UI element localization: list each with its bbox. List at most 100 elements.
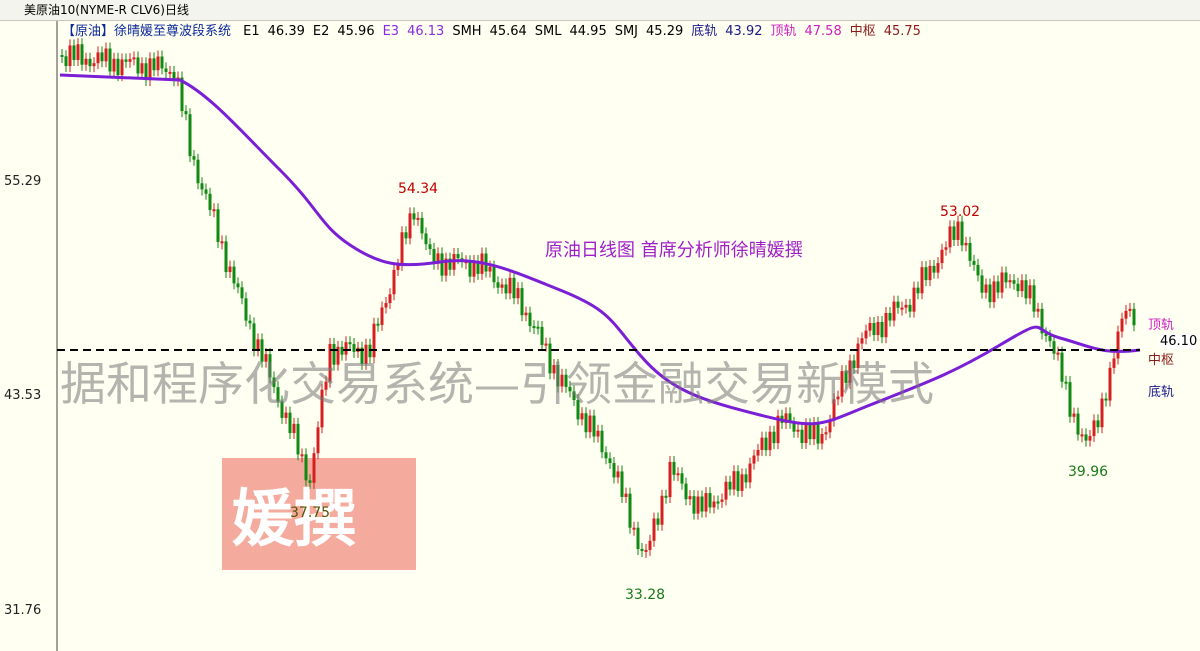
indicator-label: E3: [382, 24, 400, 39]
candle-part: [168, 71, 172, 74]
candle-part: [260, 339, 264, 362]
candle-part: [1004, 272, 1008, 283]
candle-part: [652, 518, 656, 541]
candle-part: [508, 277, 512, 294]
candle-part: [136, 57, 140, 74]
candle-part: [468, 261, 472, 277]
candle-part: [276, 387, 280, 402]
candle-part: [1112, 358, 1116, 368]
candle-part: [924, 267, 928, 281]
candle-part: [816, 422, 820, 444]
candle-part: [364, 344, 368, 364]
candle-part: [376, 323, 380, 326]
candle-part: [824, 432, 828, 435]
candle-part: [1064, 381, 1068, 384]
candle-part: [976, 264, 980, 276]
indicator-value: 44.95: [569, 24, 607, 39]
candle-part: [632, 527, 636, 530]
candle-part: [996, 281, 1000, 293]
candle-part: [704, 493, 708, 512]
candle-part: [548, 343, 552, 374]
candle-part: [596, 430, 600, 437]
candle-part: [428, 244, 432, 249]
y-tick-label: 55.29: [4, 174, 42, 189]
candle-part: [340, 346, 344, 355]
candle-part: [152, 58, 156, 71]
candle-part: [208, 193, 212, 210]
candle-part: [1020, 280, 1024, 292]
candle-part: [1016, 283, 1020, 292]
candle-part: [628, 493, 632, 528]
candle-part: [992, 281, 996, 303]
candle-part: [568, 386, 572, 392]
candle-part: [956, 221, 960, 240]
candle-part: [588, 415, 592, 433]
candle-part: [520, 288, 524, 316]
candle-part: [832, 399, 836, 421]
system-name: 【原油】徐晴媛至尊波段系统: [62, 24, 232, 39]
candle-part: [964, 242, 968, 246]
candle-part: [928, 265, 932, 281]
candle-part: [124, 59, 128, 62]
moving-average: [59, 73, 1141, 426]
candle-part: [680, 473, 684, 484]
candle-part: [100, 52, 104, 62]
candle-part: [1036, 308, 1040, 312]
candle-part: [896, 301, 900, 308]
candle-part: [556, 365, 560, 387]
candle-part: [92, 63, 96, 67]
candle-part: [788, 413, 792, 423]
candle-part: [264, 354, 268, 362]
candle-part: [328, 343, 332, 382]
candle-part: [592, 415, 596, 437]
candle-part: [76, 44, 80, 61]
candle-part: [400, 232, 404, 265]
candle-part: [888, 312, 892, 321]
indicator-label: SML: [534, 24, 562, 39]
candle-part: [272, 377, 276, 388]
candle-part: [96, 52, 100, 64]
candle-part: [360, 347, 364, 364]
candle-part: [984, 284, 988, 293]
candle-part: [960, 221, 964, 246]
candle-part: [668, 461, 672, 498]
candle-part: [1100, 398, 1104, 428]
candle-part: [768, 431, 772, 451]
indicator-label: SMH: [452, 24, 482, 39]
candle-part: [388, 294, 392, 304]
candle-part: [296, 423, 300, 455]
candle-part: [916, 287, 920, 294]
candle-part: [440, 253, 444, 276]
candle-part: [256, 339, 260, 351]
candle-part: [68, 45, 72, 66]
candle-part: [504, 284, 508, 294]
current-price: 46.10: [1160, 334, 1198, 349]
candle-part: [804, 424, 808, 443]
candle-part: [488, 266, 492, 272]
candle-part: [524, 312, 528, 316]
price-label: 53.02: [940, 204, 981, 220]
indicator-bar: 【原油】徐晴媛至尊波段系统 E1 46.39 E2 45.96 E3 46.13 SMH 45…: [62, 22, 929, 42]
indicator-value: 45.75: [883, 24, 921, 39]
indicator-value: 45.96: [337, 24, 375, 39]
candle-part: [204, 189, 208, 194]
candle-part: [380, 307, 384, 325]
candle-part: [664, 495, 668, 498]
candle-part: [980, 275, 984, 293]
candle-part: [268, 354, 272, 378]
candle-part: [448, 258, 452, 270]
candles: [60, 38, 1136, 558]
candle-part: [88, 58, 92, 67]
y-tick-label: 43.53: [4, 388, 42, 403]
candle-part: [116, 58, 120, 76]
band-label: 底轨: [1148, 385, 1175, 400]
candle-part: [600, 430, 604, 453]
candle-part: [252, 323, 256, 351]
candle-part: [416, 217, 420, 220]
candle-part: [904, 304, 908, 308]
candle-part: [540, 326, 544, 345]
candle-part: [512, 277, 516, 299]
candle-part: [952, 226, 956, 240]
watermark: 据和程序化交易系统—引领金融交易新模式: [60, 357, 934, 411]
candle-part: [732, 471, 736, 490]
